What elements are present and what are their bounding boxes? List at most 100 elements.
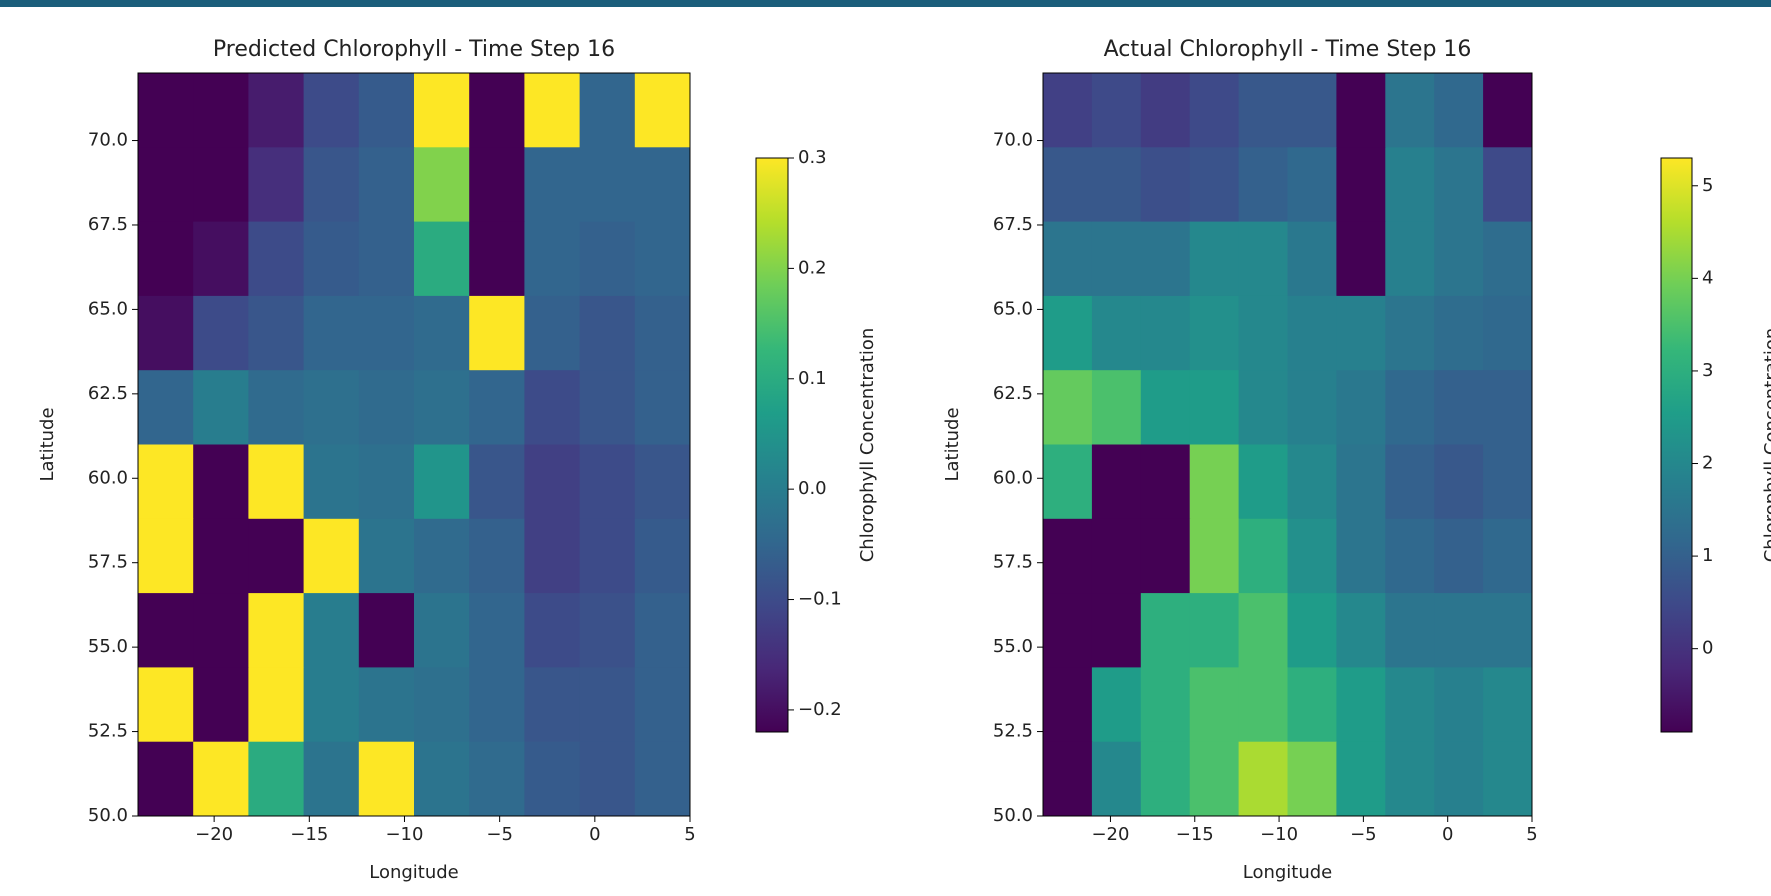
heatmap-cell — [138, 593, 194, 668]
heatmap-cell — [1483, 518, 1532, 594]
heatmap-cell — [1385, 518, 1435, 594]
heatmap-cell — [1140, 667, 1191, 743]
heatmap-cell — [1287, 295, 1337, 371]
heatmap-cell — [248, 741, 305, 816]
heatmap-cell — [1091, 370, 1142, 446]
heatmap-cell — [1091, 73, 1142, 148]
heatmap-cell — [248, 370, 305, 446]
heatmap-cell — [414, 295, 470, 371]
heatmap-cell — [634, 593, 690, 668]
heatmap-cell — [1189, 741, 1240, 816]
heatmap-cell — [414, 221, 470, 297]
colorbar-tick-label: 0.2 — [798, 257, 827, 278]
heatmap-cell — [1434, 147, 1484, 223]
heatmap-cell — [248, 518, 305, 594]
heatmap-cell — [1483, 295, 1532, 371]
heatmap-cell — [248, 444, 305, 520]
heatmap-cell — [469, 370, 525, 446]
heatmap-cell — [1043, 667, 1093, 743]
heatmap-cell — [303, 593, 360, 668]
heatmap-cell — [1336, 221, 1386, 297]
heatmap-cell — [634, 370, 690, 446]
heatmap-cell — [579, 147, 636, 223]
heatmap-cell — [193, 667, 249, 743]
heatmap-cell — [1385, 295, 1435, 371]
heatmap-cell — [524, 444, 581, 520]
heatmap-cell — [469, 518, 525, 594]
heatmap-cell — [634, 147, 690, 223]
heatmap-cell — [579, 444, 636, 520]
heatmap-cell — [579, 741, 636, 816]
heatmap-cell — [1043, 295, 1093, 371]
axes-frame — [137, 72, 691, 817]
heatmap-cell — [1238, 593, 1289, 668]
heatmap-cell — [1434, 221, 1484, 297]
heatmap-cell — [303, 295, 360, 371]
heatmap-cell — [414, 518, 470, 594]
heatmap-cell — [1140, 444, 1191, 520]
heatmap-cell — [1287, 667, 1337, 743]
heatmap-cell — [1043, 221, 1093, 297]
heatmap-cell — [358, 667, 415, 743]
heatmap-cell — [193, 73, 249, 148]
heatmap-cell — [1189, 147, 1240, 223]
heatmap-cell — [1336, 73, 1386, 148]
heatmap-cell — [1287, 147, 1337, 223]
heatmap-cell — [358, 73, 415, 148]
heatmap-cell — [1483, 370, 1532, 446]
heatmap-cell — [1043, 370, 1093, 446]
colorbar-tick-label: 0.3 — [798, 147, 827, 168]
colorbar-tick-label: 1 — [1702, 545, 1713, 566]
heatmap-cell — [1385, 221, 1435, 297]
heatmap-cell — [634, 741, 690, 816]
heatmap-cells — [138, 73, 690, 816]
colorbar-tick-label: −0.1 — [798, 589, 842, 610]
heatmap-cell — [524, 147, 581, 223]
heatmap-cell — [1385, 667, 1435, 743]
heatmap-cell — [1043, 73, 1093, 148]
heatmap-cell — [579, 593, 636, 668]
heatmap-cell — [1043, 518, 1093, 594]
heatmap-cell — [524, 73, 581, 148]
heatmap-cell — [1434, 295, 1484, 371]
y-tick-label: 70.0 — [88, 130, 128, 151]
heatmap-cell — [303, 73, 360, 148]
heatmap-cell — [1189, 444, 1240, 520]
heatmap-cell — [524, 370, 581, 446]
heatmap-cell — [138, 147, 194, 223]
y-tick-label: 57.5 — [88, 552, 128, 573]
heatmap-cell — [1336, 667, 1386, 743]
heatmap-cell — [248, 73, 305, 148]
heatmap-cell — [1140, 73, 1191, 148]
colorbar-tick-label: 3 — [1702, 360, 1713, 381]
heatmap-cell — [469, 295, 525, 371]
heatmap-cell — [1043, 741, 1093, 816]
x-tick-label: −15 — [290, 824, 328, 845]
heatmap-cell — [414, 741, 470, 816]
heatmap-cell — [303, 221, 360, 297]
heatmap-cell — [1287, 741, 1337, 816]
heatmap-cell — [1238, 147, 1289, 223]
heatmap-cell — [1189, 593, 1240, 668]
heatmap-cell — [193, 147, 249, 223]
y-tick-label: 60.0 — [88, 467, 128, 488]
colorbar-tick-label: 0.0 — [798, 478, 827, 499]
heatmap-cell — [1140, 518, 1191, 594]
heatmap-cell — [1189, 295, 1240, 371]
heatmap-cell — [414, 593, 470, 668]
colorbar-label: Chlorophyll Concentration — [1761, 328, 1771, 563]
heatmap-cell — [1189, 667, 1240, 743]
heatmap-cell — [469, 221, 525, 297]
heatmap-cell — [469, 667, 525, 743]
heatmap-cell — [1434, 444, 1484, 520]
heatmap-cell — [1189, 370, 1240, 446]
heatmap-cell — [1043, 444, 1093, 520]
heatmap-cell — [469, 73, 525, 148]
heatmap-cell — [1238, 73, 1289, 148]
heatmap-cell — [138, 221, 194, 297]
heatmap-cell — [1434, 667, 1484, 743]
heatmap-cell — [193, 518, 249, 594]
x-tick-label: −20 — [195, 824, 233, 845]
y-tick-label: 62.5 — [88, 383, 128, 404]
heatmap-cell — [1140, 370, 1191, 446]
